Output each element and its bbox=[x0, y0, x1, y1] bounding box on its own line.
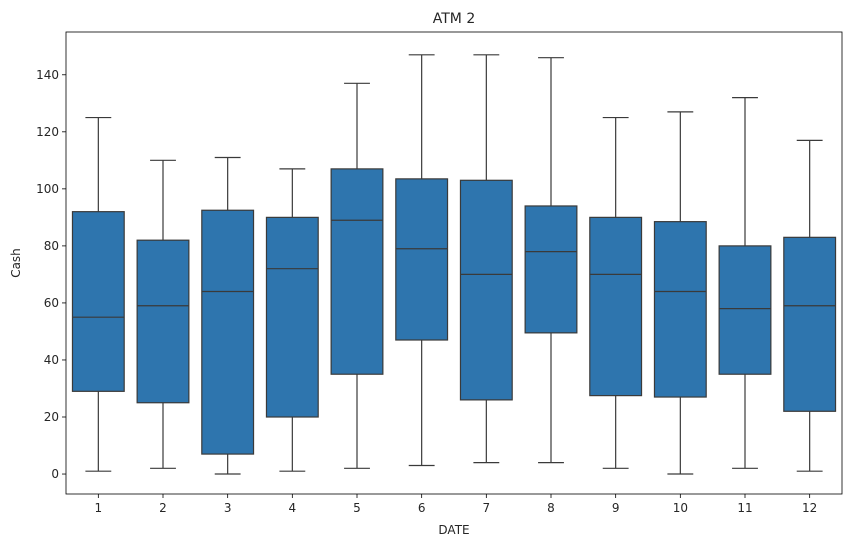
y-tick-label: 60 bbox=[44, 296, 59, 310]
x-tick-label: 6 bbox=[418, 501, 426, 515]
chart-title: ATM 2 bbox=[433, 11, 475, 27]
x-tick-label: 3 bbox=[224, 501, 232, 515]
y-tick-label: 80 bbox=[44, 239, 59, 253]
x-tick-label: 7 bbox=[483, 501, 491, 515]
y-tick-label: 20 bbox=[44, 410, 59, 424]
box-group bbox=[395, 54, 449, 467]
x-tick-label: 4 bbox=[289, 501, 297, 515]
x-tick-label: 9 bbox=[612, 501, 620, 515]
box-iqr bbox=[71, 211, 125, 392]
y-axis-ticks: 0 20 40 60 80 100 120 140 bbox=[36, 68, 66, 481]
box-group bbox=[783, 139, 837, 472]
x-tick-label: 5 bbox=[353, 501, 361, 515]
x-tick-label: 2 bbox=[159, 501, 167, 515]
box-iqr bbox=[265, 216, 319, 418]
x-axis-ticks: 1 2 3 4 5 6 7 8 9 10 11 12 bbox=[95, 494, 817, 515]
plot-area bbox=[71, 54, 837, 475]
y-axis-label: Cash bbox=[9, 248, 23, 278]
box-iqr bbox=[136, 239, 190, 404]
box-group bbox=[201, 156, 255, 475]
box-group bbox=[718, 96, 772, 469]
y-tick-label: 0 bbox=[51, 467, 59, 481]
x-axis-label: DATE bbox=[438, 523, 469, 537]
box-group bbox=[653, 111, 707, 475]
y-tick-label: 40 bbox=[44, 353, 59, 367]
box-group bbox=[330, 82, 384, 469]
box-iqr bbox=[524, 205, 578, 334]
y-tick-label: 120 bbox=[36, 125, 59, 139]
box-group bbox=[524, 57, 578, 464]
box-group bbox=[589, 116, 643, 469]
x-tick-label: 1 bbox=[95, 501, 103, 515]
plot-frame bbox=[65, 31, 843, 495]
box-iqr bbox=[653, 221, 707, 398]
x-tick-label: 11 bbox=[737, 501, 752, 515]
x-tick-label: 10 bbox=[673, 501, 688, 515]
box-iqr bbox=[459, 179, 513, 401]
box-group bbox=[459, 54, 513, 464]
box-group bbox=[71, 116, 125, 472]
box-group bbox=[136, 159, 190, 469]
y-tick-label: 100 bbox=[36, 182, 59, 196]
box-iqr bbox=[395, 178, 449, 341]
y-tick-label: 140 bbox=[36, 68, 59, 82]
box-iqr bbox=[330, 168, 384, 375]
box-iqr bbox=[718, 245, 772, 375]
box-group bbox=[265, 168, 319, 472]
box-iqr bbox=[783, 236, 837, 412]
box-iqr bbox=[589, 216, 643, 397]
box-iqr bbox=[201, 209, 255, 455]
x-tick-label: 12 bbox=[802, 501, 817, 515]
x-tick-label: 8 bbox=[547, 501, 555, 515]
